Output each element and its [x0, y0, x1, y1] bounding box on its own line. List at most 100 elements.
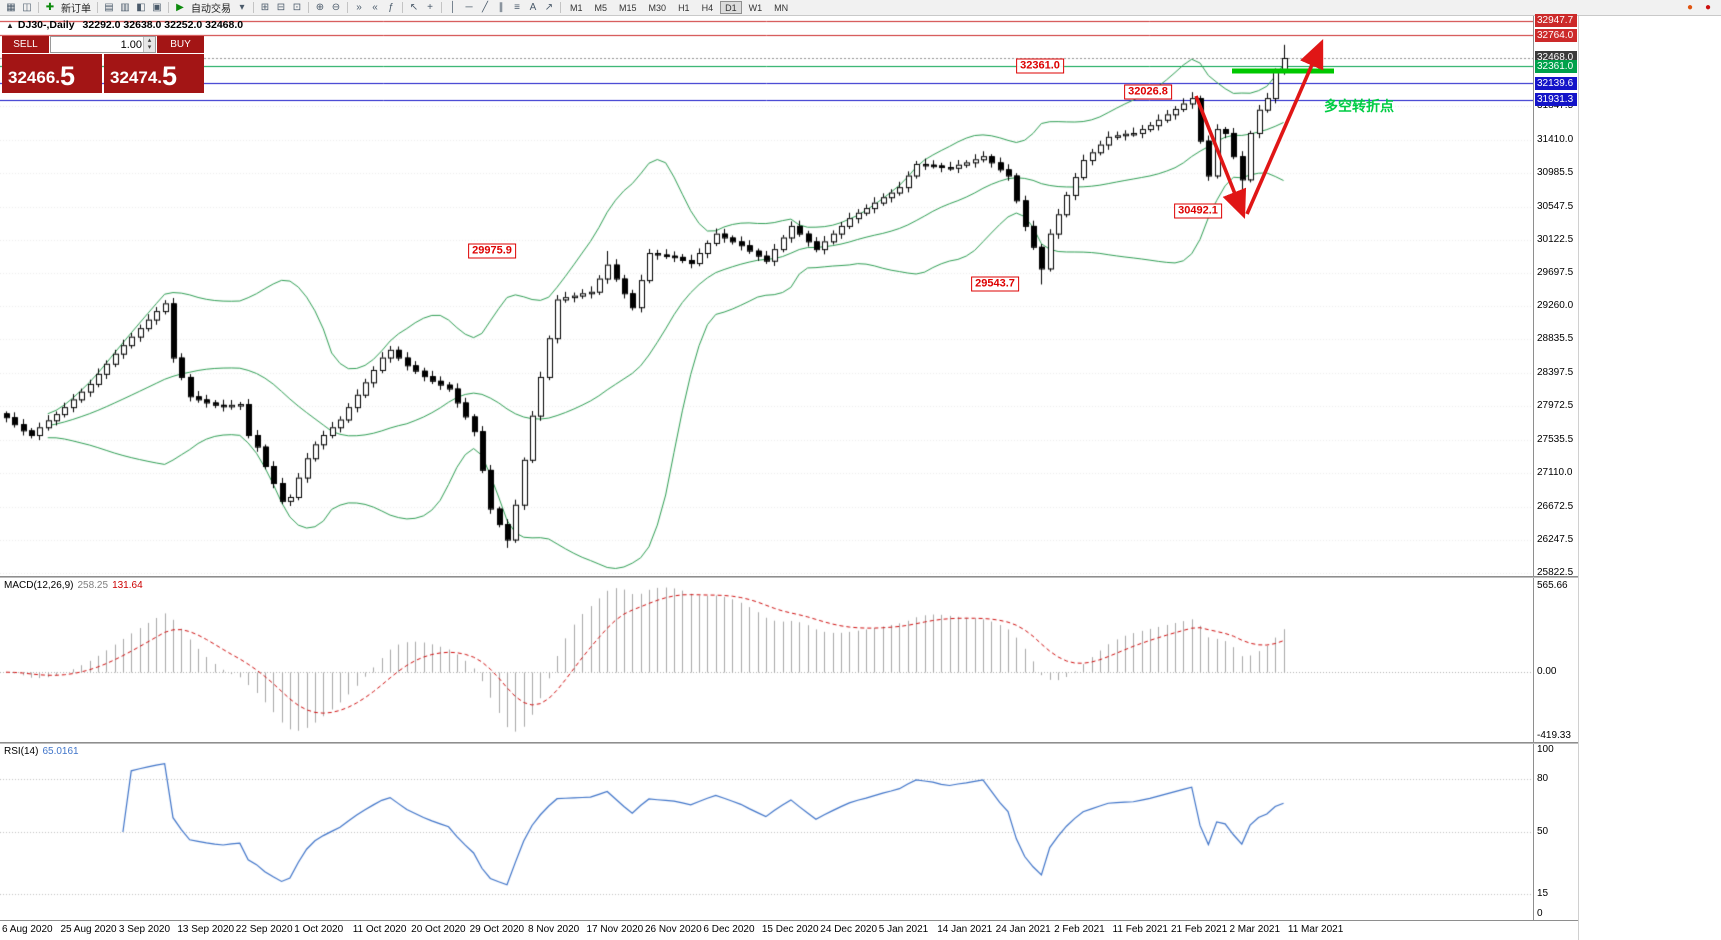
data-window-icon[interactable]: ▥ — [120, 2, 130, 13]
price-axis-label: 27110.0 — [1537, 466, 1573, 478]
toolbar-separator — [38, 2, 39, 13]
price-axis-label: 30547.5 — [1537, 200, 1574, 212]
price-label-30492.1[interactable]: 30492.1 — [1174, 203, 1222, 219]
date-label: 25 Aug 2020 — [60, 924, 117, 935]
date-label: 15 Dec 2020 — [761, 924, 819, 935]
price-label-32361.0[interactable]: 32361.0 — [1016, 58, 1064, 74]
price-axis-label: 27535.5 — [1537, 434, 1574, 446]
crosshair-icon[interactable]: + — [427, 2, 433, 13]
macd-axis-zero: 0.00 — [1537, 666, 1557, 678]
new-order-icon[interactable]: ✚ — [45, 2, 55, 13]
timeframe-M30[interactable]: M30 — [648, 3, 667, 13]
rsi-value: 65.0161 — [42, 746, 79, 757]
sell-button[interactable]: SELL — [2, 36, 49, 53]
one-click-trading-panel: SELL 1.00 ▴ ▾ BUY 32466. 5 32474. 5 — [2, 36, 204, 93]
date-label: 2 Feb 2021 — [1054, 924, 1105, 935]
panel-separator[interactable] — [0, 576, 1578, 578]
panel-separator[interactable] — [0, 742, 1578, 744]
price-axis-tag-32764.0: 32764.0 — [1535, 28, 1577, 42]
date-label: 26 Nov 2020 — [644, 924, 702, 935]
price-axis[interactable]: 31847.531410.030985.530547.530122.529697… — [1533, 14, 1578, 578]
price-axis-label: 28835.5 — [1537, 333, 1574, 345]
toolbar-separator — [168, 2, 169, 13]
price-axis-label: 27972.5 — [1537, 400, 1574, 412]
macd-canvas[interactable] — [0, 578, 1533, 742]
volume-stepper[interactable]: ▴ ▾ — [143, 37, 155, 52]
price-label-32026.8[interactable]: 32026.8 — [1124, 84, 1172, 100]
chart-shift-icon[interactable]: « — [372, 2, 378, 13]
vertical-line-icon[interactable]: │ — [449, 2, 457, 13]
time-axis[interactable]: 6 Aug 2020 25 Aug 2020 3 Sep 2020 13 Sep 20… — [0, 920, 1578, 940]
timeframe-D1[interactable]: D1 — [720, 1, 742, 14]
autotrade-label[interactable]: 自动交易 — [191, 4, 231, 15]
price-axis-label: 29260.0 — [1537, 300, 1574, 312]
rsi-panel[interactable]: RSI(14) 65.0161 — [0, 744, 1533, 920]
zoom-in-icon[interactable]: ⊕ — [315, 2, 325, 13]
timeframe-M15[interactable]: M15 — [619, 3, 637, 13]
volume-down-icon[interactable]: ▾ — [147, 43, 152, 51]
candlestick-chart-canvas[interactable] — [0, 16, 1533, 576]
date-label: 6 Dec 2020 — [703, 924, 755, 935]
date-label: 6 Aug 2020 — [2, 924, 53, 935]
macd-axis[interactable]: 565.66 0.00 -419.33 — [1533, 578, 1578, 742]
timeframe-M1[interactable]: M1 — [570, 3, 583, 13]
timeframe-H4[interactable]: H4 — [701, 3, 714, 13]
channel-icon[interactable]: ∥ — [498, 2, 504, 13]
chart-profiles-icon[interactable]: ◫ — [22, 2, 32, 13]
sell-price-button[interactable]: 32466. 5 — [2, 54, 102, 93]
cascade-windows-icon[interactable]: ⊟ — [276, 2, 286, 13]
price-label-29543.7[interactable]: 29543.7 — [971, 276, 1019, 292]
price-axis-label: 26247.5 — [1537, 533, 1574, 545]
new-order-label[interactable]: 新订单 — [61, 4, 91, 15]
rsi-name: RSI(14) — [4, 746, 39, 757]
timeframe-W1[interactable]: W1 — [748, 3, 763, 13]
buy-price-main: 32474. — [110, 68, 162, 87]
cursor-icon[interactable]: ↖ — [409, 2, 419, 13]
buy-price-button[interactable]: 32474. 5 — [104, 54, 204, 93]
connection-status-icon[interactable]: ● — [1704, 2, 1712, 13]
arrow-tool-icon[interactable]: ↗ — [544, 2, 554, 13]
autotrade-icon[interactable]: ▶ — [176, 2, 184, 13]
timeframe-M5[interactable]: M5 — [594, 3, 608, 13]
alert-status-icon[interactable]: ● — [1686, 2, 1694, 13]
price-label-29975.9[interactable]: 29975.9 — [468, 243, 516, 259]
date-label: 3 Sep 2020 — [118, 924, 171, 935]
tile-windows-icon[interactable]: ⊞ — [260, 2, 270, 13]
indicators-icon[interactable]: ƒ — [388, 2, 394, 13]
date-label: 2 Mar 2021 — [1229, 924, 1281, 935]
volume-field[interactable]: 1.00 ▴ ▾ — [50, 36, 156, 53]
macd-signal-value: 131.64 — [112, 580, 143, 591]
rsi-axis[interactable]: 100 80 50 15 0 — [1533, 744, 1578, 920]
navigator-icon[interactable]: ◧ — [136, 2, 146, 13]
volume-up-icon[interactable]: ▴ — [147, 36, 152, 44]
toolbar-separator — [402, 2, 403, 13]
chart-title: ▲ DJ30-,Daily 32292.0 32638.0 32252.0 3246… — [6, 19, 243, 31]
price-axis-label: 30985.5 — [1537, 166, 1574, 178]
oneclick-collapse-arrow[interactable]: ▲ — [6, 21, 14, 30]
horizontal-line-icon[interactable]: ─ — [465, 2, 473, 13]
sell-price-pip: 5 — [60, 61, 76, 91]
macd-main-value: 258.25 — [77, 580, 109, 591]
text-tool-icon[interactable]: A — [529, 2, 537, 13]
zoom-out-icon[interactable]: ⊖ — [331, 2, 341, 13]
terminal-icon[interactable]: ▣ — [152, 2, 162, 13]
price-axis-tag-31931.3: 31931.3 — [1535, 93, 1577, 107]
buy-button[interactable]: BUY — [157, 36, 204, 53]
trendline-icon[interactable]: ╱ — [481, 2, 489, 13]
date-label: 29 Oct 2020 — [469, 924, 525, 935]
date-label: 11 Oct 2020 — [352, 924, 407, 935]
arrange-windows-icon[interactable]: ⊡ — [292, 2, 302, 13]
timeframe-H1[interactable]: H1 — [678, 3, 690, 13]
fibonacci-icon[interactable]: ≡ — [514, 2, 520, 13]
new-chart-icon[interactable]: ▦ — [6, 2, 16, 13]
main-chart-panel[interactable]: ▲ DJ30-,Daily 32292.0 32638.0 32252.0 3246… — [0, 16, 1533, 576]
rsi-axis-label-100: 100 — [1537, 744, 1554, 755]
auto-scroll-icon[interactable]: » — [356, 2, 362, 13]
rsi-canvas[interactable] — [0, 744, 1533, 920]
autotrade-dropdown-icon[interactable]: ▾ — [239, 2, 245, 13]
timeframe-MN[interactable]: MN — [774, 3, 789, 13]
macd-panel[interactable]: MACD(12,26,9) 258.25 131.64 — [0, 578, 1533, 742]
trade-panel-top-row: SELL 1.00 ▴ ▾ BUY — [2, 36, 204, 53]
market-watch-icon[interactable]: ▤ — [104, 2, 114, 13]
annotation-text[interactable]: 多空转折点 — [1324, 98, 1394, 114]
